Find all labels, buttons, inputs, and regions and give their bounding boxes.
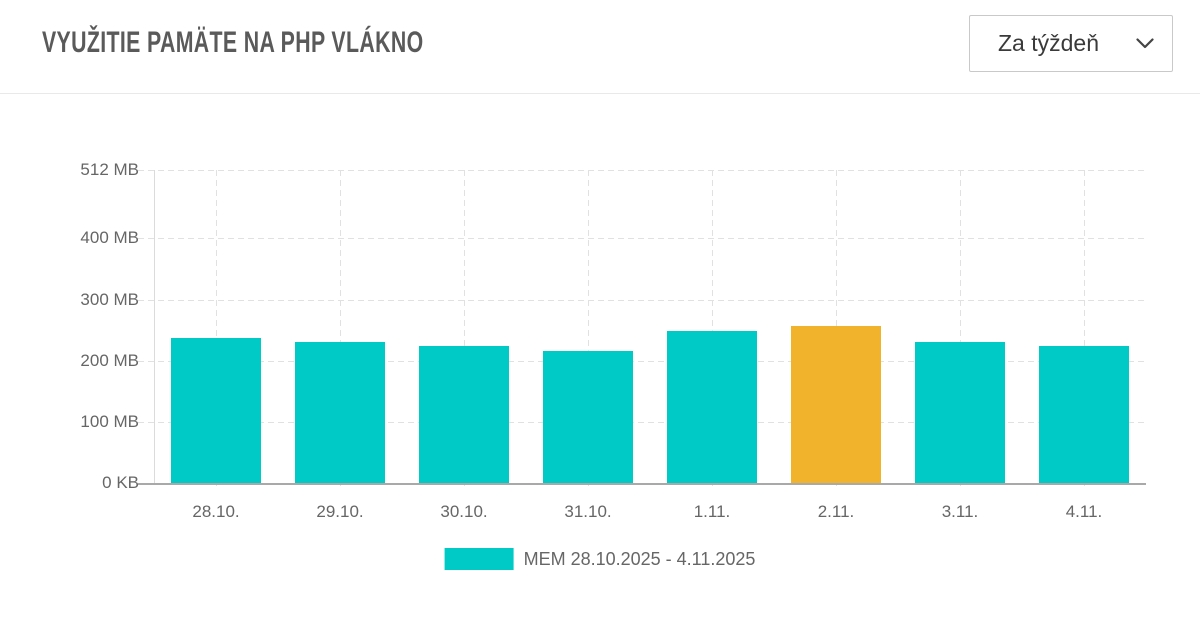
- chart-legend-item[interactable]: MEM 28.10.2025 - 4.11.2025: [444, 548, 756, 570]
- legend-label: MEM 28.10.2025 - 4.11.2025: [523, 548, 756, 569]
- y-axis-label: 100 MB: [80, 412, 139, 431]
- x-axis-line: [138, 483, 1146, 485]
- bar-1-11[interactable]: [667, 331, 757, 483]
- widget-title: VYUŽITIE PAMÄTE NA PHP VLÁKNO: [42, 26, 424, 59]
- x-axis-label: 2.11.: [817, 502, 855, 521]
- y-axis-label: 512 MB: [80, 160, 139, 179]
- x-axis-label: 1.11.: [693, 502, 731, 521]
- y-axis-label: 200 MB: [80, 351, 139, 370]
- bar-31-10[interactable]: [543, 351, 633, 483]
- x-axis-label: 4.11.: [1065, 502, 1103, 521]
- y-axis-line: [154, 170, 155, 483]
- widget-header: VYUŽITIE PAMÄTE NA PHP VLÁKNO Za týždeň: [0, 0, 1200, 94]
- x-axis-label: 28.10.: [192, 502, 240, 521]
- y-axis-label: 400 MB: [80, 228, 139, 247]
- bar-30-10[interactable]: [419, 346, 509, 483]
- bar-2-11[interactable]: [791, 326, 881, 483]
- period-select[interactable]: Za týždeň: [969, 15, 1173, 72]
- y-axis-label: 300 MB: [80, 290, 139, 309]
- gridline-horizontal: [138, 300, 1146, 301]
- period-select-value: Za týždeň: [998, 30, 1099, 56]
- bar-3-11[interactable]: [915, 342, 1005, 483]
- bar-4-11[interactable]: [1039, 346, 1129, 483]
- x-axis-label: 30.10.: [440, 502, 488, 521]
- bar-29-10[interactable]: [295, 342, 385, 483]
- gridline-horizontal: [138, 238, 1146, 239]
- x-axis-label: 29.10.: [316, 502, 364, 521]
- x-axis-label: 3.11.: [941, 502, 979, 521]
- chevron-down-icon: [1136, 38, 1154, 49]
- bar-28-10[interactable]: [171, 338, 261, 483]
- y-axis-label: 0 KB: [102, 473, 139, 492]
- gridline-horizontal: [138, 170, 1146, 171]
- legend-swatch: [444, 548, 514, 570]
- x-axis-label: 31.10.: [564, 502, 612, 521]
